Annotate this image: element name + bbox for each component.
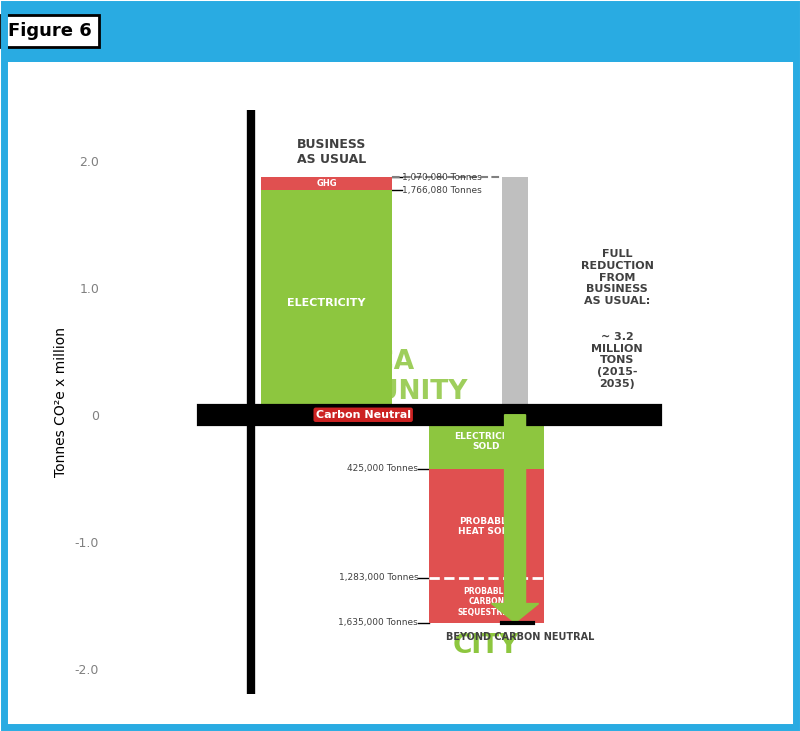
Text: ELECTRICITY
SOLD: ELECTRICITY SOLD <box>454 432 518 451</box>
Y-axis label: Tonnes CO²e x million: Tonnes CO²e x million <box>54 327 68 477</box>
Text: FULL
REDUCTION
FROM
BUSINESS
AS USUAL:: FULL REDUCTION FROM BUSINESS AS USUAL: <box>581 249 654 306</box>
Text: 1,766,080 Tonnes: 1,766,080 Tonnes <box>402 186 482 194</box>
Bar <box>261 190 392 414</box>
Bar <box>429 414 544 469</box>
Text: Figure 6: Figure 6 <box>8 22 92 40</box>
Text: BUSINESS
AS USUAL: BUSINESS AS USUAL <box>297 137 366 166</box>
Text: PROBABLE
HEAT SOLD: PROBABLE HEAT SOLD <box>458 517 514 537</box>
Text: Carbon Neutral: Carbon Neutral <box>316 410 410 420</box>
Text: GHG: GHG <box>316 179 337 188</box>
Text: 1,070,080 Tonnes: 1,070,080 Tonnes <box>402 173 482 181</box>
FancyArrow shape <box>491 414 538 623</box>
Bar <box>261 177 392 190</box>
Text: PROBABLE
CARBON
SEQUESTRED: PROBABLE CARBON SEQUESTRED <box>458 587 514 616</box>
Bar <box>502 177 528 414</box>
Text: BEYOND CARBON NEUTRAL: BEYOND CARBON NEUTRAL <box>446 632 594 642</box>
Bar <box>429 469 544 623</box>
Text: ELECTRICITY: ELECTRICITY <box>287 298 366 308</box>
Text: 425,000 Tonnes: 425,000 Tonnes <box>347 464 418 473</box>
Text: 1,283,000 Tonnes: 1,283,000 Tonnes <box>338 573 418 583</box>
Text: CITY: CITY <box>453 633 519 659</box>
Text: ZERO: ZERO <box>198 408 240 422</box>
Text: ~ 3.2
MILLION
TONS
(2015-
2035): ~ 3.2 MILLION TONS (2015- 2035) <box>591 332 643 389</box>
Text: ECCA
COMMUNITY: ECCA COMMUNITY <box>284 349 469 405</box>
Text: 1,635,000 Tonnes: 1,635,000 Tonnes <box>338 618 418 627</box>
